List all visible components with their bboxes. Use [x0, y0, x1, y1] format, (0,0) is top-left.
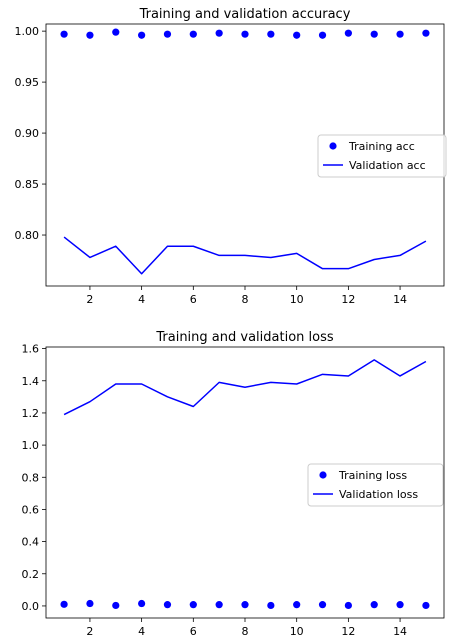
x-tick-label: 2 — [86, 293, 93, 306]
data-point — [422, 29, 430, 37]
y-tick-label: 1.6 — [22, 343, 40, 356]
y-tick-label: 0.85 — [15, 178, 40, 191]
y-tick-label: 0.90 — [15, 127, 40, 140]
legend-label: Training acc — [348, 140, 415, 153]
y-tick-label: 0.95 — [15, 76, 40, 89]
legend-label: Training loss — [338, 469, 407, 482]
legend-marker — [319, 471, 327, 479]
x-tick-label: 4 — [138, 625, 145, 638]
x-tick-label: 14 — [393, 293, 407, 306]
x-tick-label: 6 — [190, 293, 197, 306]
legend-box — [307, 463, 444, 507]
data-point — [112, 601, 120, 610]
y-tick-label: 1.2 — [22, 407, 40, 420]
series-line-validation-loss — [63, 359, 427, 416]
y-tick-label: 0.80 — [15, 229, 40, 242]
data-point — [344, 601, 352, 610]
legend-marker — [329, 142, 337, 150]
data-point — [370, 601, 378, 609]
chart-1: Training and validation accuracy 2 4 6 8 10 12… — [15, 7, 447, 306]
x-tick-label: 10 — [290, 293, 304, 306]
data-point — [60, 30, 68, 38]
x-tick-label: 10 — [290, 625, 304, 638]
data-point — [241, 30, 249, 38]
data-point — [241, 601, 249, 609]
legend-box — [317, 134, 447, 178]
data-point — [163, 30, 172, 38]
data-point — [293, 31, 301, 39]
legend-label: Validation loss — [339, 488, 418, 501]
data-point — [86, 599, 94, 608]
y-tick-label: 0.6 — [22, 503, 40, 516]
data-point — [344, 29, 352, 37]
y-tick-label: 0.2 — [22, 568, 40, 581]
x-tick-label: 6 — [190, 625, 197, 638]
legend: Training loss Validation loss — [307, 463, 444, 507]
y-tick-label: 1.0 — [22, 439, 40, 452]
x-tick-label: 14 — [393, 625, 407, 638]
chart-title: Training and validation accuracy — [139, 7, 351, 22]
data-point — [396, 601, 404, 609]
data-point — [163, 601, 172, 609]
data-point — [267, 601, 275, 610]
data-point — [215, 601, 223, 609]
chart-2: Training and validation loss 2 4 6 8 10 12 14 0.… — [22, 330, 445, 638]
data-point — [189, 30, 197, 38]
data-point — [370, 30, 378, 38]
data-point — [189, 601, 197, 609]
data-point — [396, 30, 404, 38]
data-point — [422, 601, 430, 610]
y-tick-label: 0.8 — [22, 471, 40, 484]
x-tick-label: 4 — [138, 293, 145, 306]
x-tick-label: 8 — [242, 625, 249, 638]
y-tick-label: 0.0 — [22, 600, 40, 613]
data-point — [138, 31, 146, 39]
data-point — [60, 600, 68, 608]
legend-label: Validation acc — [349, 159, 426, 172]
data-point — [86, 31, 94, 39]
x-tick-label: 2 — [86, 625, 93, 638]
data-point — [215, 29, 223, 37]
data-point — [138, 599, 146, 608]
x-tick-label: 12 — [341, 625, 355, 638]
series-line-validation-acc — [63, 236, 427, 275]
x-tick-label: 12 — [341, 293, 355, 306]
y-tick-label: 0.4 — [22, 536, 40, 549]
data-point — [318, 31, 327, 39]
data-point — [112, 28, 120, 36]
data-point — [267, 30, 275, 38]
chart-title: Training and validation loss — [155, 330, 333, 345]
y-tick-label: 1.4 — [22, 375, 40, 388]
x-tick-label: 8 — [242, 293, 249, 306]
data-point — [318, 601, 327, 609]
data-point — [293, 601, 301, 609]
legend: Training acc Validation acc — [317, 134, 447, 178]
y-tick-label: 1.00 — [15, 25, 40, 38]
